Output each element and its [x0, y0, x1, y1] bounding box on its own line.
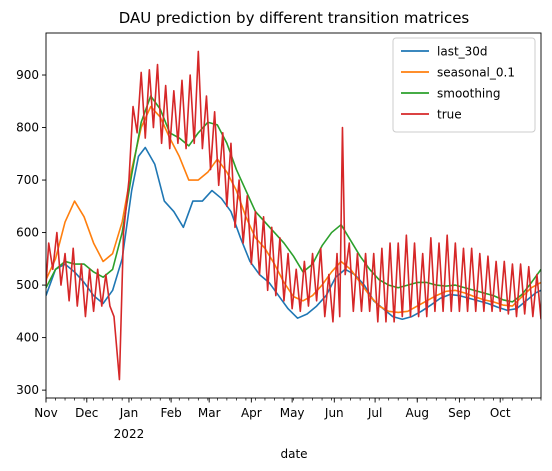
legend-label: seasonal_0.1 — [437, 66, 515, 80]
x-tick-label: Apr — [241, 406, 262, 420]
y-tick-label: 500 — [16, 278, 39, 292]
x-tick-label: Jun — [324, 406, 344, 420]
x-axis-label: date — [280, 447, 307, 461]
y-tick-label: 800 — [16, 121, 39, 135]
x-tick-label: Sep — [448, 406, 471, 420]
y-tick-label: 900 — [16, 68, 39, 82]
legend-label: true — [437, 108, 462, 122]
legend-label: last_30d — [437, 45, 488, 59]
chart-title: DAU prediction by different transition m… — [119, 9, 470, 27]
x-tick-label: Nov — [34, 406, 57, 420]
axes: 300 400 500 600 700 800 900 Nov Dec Jan 2022 Feb Mar… — [16, 32, 542, 441]
legend-label: smoothing — [437, 87, 501, 101]
series-line-true — [46, 50, 541, 381]
y-tick-label: 400 — [16, 331, 39, 345]
x-tick-label: May — [280, 406, 305, 420]
x-tick-sublabel: 2022 — [114, 427, 145, 441]
y-tick-label: 300 — [16, 383, 39, 397]
legend-box — [392, 37, 536, 133]
x-tick-label: Aug — [406, 406, 429, 420]
x-tick-label: Jul — [367, 406, 382, 420]
x-tick-label: Feb — [160, 406, 181, 420]
x-tick-label: Dec — [75, 406, 98, 420]
plot-area — [46, 50, 541, 381]
x-tick-label: Mar — [198, 406, 221, 420]
x-tick-label: Oct — [490, 406, 511, 420]
legend: last_30d seasonal_0.1 smoothing true — [392, 37, 536, 133]
y-tick-label: 700 — [16, 173, 39, 187]
series-lines — [46, 50, 541, 381]
y-tick-label: 600 — [16, 226, 39, 240]
x-tick-label: Jan — [119, 406, 139, 420]
